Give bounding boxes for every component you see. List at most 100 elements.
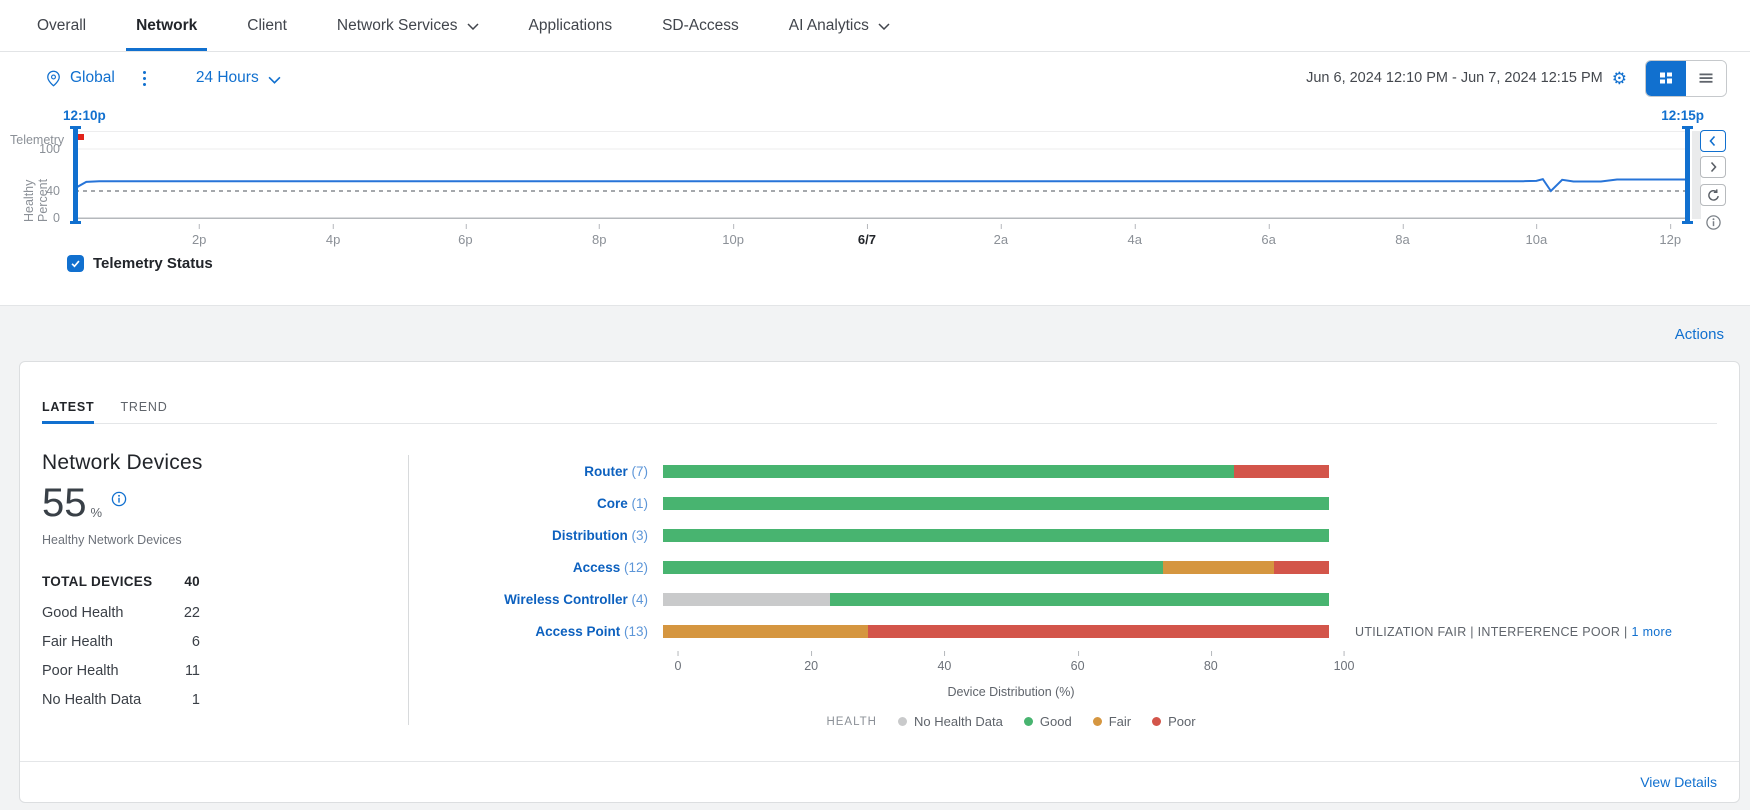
site-menu-kebab-icon[interactable] (137, 69, 152, 88)
percent-sign: % (90, 505, 103, 520)
tab-latest[interactable]: LATEST (42, 400, 95, 424)
tab-applications[interactable]: Applications (529, 0, 613, 51)
bar-row-access: Access (12) (449, 560, 1717, 575)
axis-tick: 20 (804, 651, 819, 673)
stat-label: TOTAL DEVICES (42, 574, 153, 589)
bar-segment-poor (1233, 465, 1329, 478)
timeline-x-tick: 6/7 (857, 224, 877, 247)
stat-label: No Health Data (42, 692, 142, 708)
legend-title: HEALTH (826, 715, 877, 728)
main-nav: Overall Network Client Network Services Appl… (0, 0, 1750, 52)
x-axis-label: Device Distribution (%) (947, 685, 1075, 699)
poor-event-marker (78, 134, 84, 140)
chevron-down-icon[interactable] (268, 76, 281, 84)
telemetry-timeline-chart: Telemetry Healthy Percent 100 40 0 12:10… (0, 104, 1750, 305)
bar-label-wireless-controller: Wireless Controller (4) (449, 592, 663, 607)
tab-client[interactable]: Client (247, 0, 287, 51)
device-type-link[interactable]: Access Point (535, 624, 621, 639)
time-slider-end[interactable] (1682, 126, 1693, 224)
refresh-button[interactable] (1700, 184, 1726, 206)
y-tick-40: 40 (46, 184, 60, 198)
bar-label-access-point: Access Point (13) (449, 624, 663, 639)
grid-view-toggle[interactable] (1646, 60, 1686, 96)
device-type-link[interactable]: Core (596, 496, 628, 511)
device-count: (3) (631, 528, 649, 543)
time-slider-start[interactable] (70, 126, 81, 224)
device-count: (4) (631, 592, 649, 607)
actions-menu[interactable]: Actions (1674, 326, 1724, 343)
stat-label: Good Health (42, 605, 124, 621)
timeline-x-axis: 2p 4p 6p 8p 10p 6/7 2a 4a 6a 8a 10a 12p (75, 224, 1688, 247)
stacked-bar-core[interactable] (663, 497, 1329, 510)
card-footer: View Details (20, 761, 1739, 802)
view-details-link[interactable]: View Details (1640, 774, 1717, 790)
device-type-link[interactable]: Distribution (551, 528, 628, 543)
more-issues-link[interactable]: 1 more (1631, 624, 1673, 639)
tab-trend[interactable]: TREND (120, 400, 168, 414)
tab-network[interactable]: Network (126, 0, 208, 51)
pan-left-button[interactable] (1700, 130, 1726, 152)
axis-tick: 100 (1333, 651, 1355, 673)
legend-item-fair: Fair (1092, 714, 1132, 729)
network-devices-card: LATEST TREND Network Devices 55 % Healthy… (19, 361, 1740, 803)
health-info-icon[interactable] (111, 491, 127, 512)
device-type-link[interactable]: Router (584, 464, 628, 479)
bar-label-access: Access (12) (449, 560, 663, 575)
health-legend: HEALTH No Health Data Good Fair Poor (678, 714, 1344, 729)
telemetry-line-chart (75, 131, 1688, 219)
tab-sd-access[interactable]: SD-Access (662, 0, 739, 51)
stacked-bar-access[interactable] (663, 561, 1329, 574)
device-count: (1) (631, 496, 649, 511)
card-title: Network Devices (42, 451, 203, 474)
stacked-bar-wireless-controller[interactable] (663, 593, 1329, 606)
stacked-bar-distribution[interactable] (663, 529, 1329, 542)
stacked-bar-access-point[interactable] (663, 625, 1329, 638)
site-selector[interactable]: Global (70, 69, 115, 86)
health-percent-value: 55 (42, 481, 87, 525)
date-range: Jun 6, 2024 12:10 PM - Jun 7, 2024 12:15… (1306, 70, 1603, 86)
timeline-plot-area: 12:10p 12:15p (63, 108, 1704, 224)
slider-start-time: 12:10p (63, 108, 106, 123)
device-type-link[interactable]: Wireless Controller (504, 592, 628, 607)
legend-label: No Health Data (913, 714, 1003, 729)
timeline-x-tick: 8a (1395, 224, 1410, 247)
list-view-toggle[interactable] (1686, 60, 1726, 96)
bar-label-core: Core (1) (449, 496, 663, 511)
stat-value: 6 (191, 634, 200, 650)
dashboard-section: Actions LATEST TREND Network Devices 55 %… (0, 305, 1750, 810)
health-caption: Healthy Network Devices (42, 533, 182, 547)
info-icon[interactable] (1705, 214, 1722, 236)
bar-row-core: Core (1) (449, 496, 1717, 511)
y-tick-100: 100 (39, 142, 60, 156)
bar-row-wireless-controller: Wireless Controller (4) (449, 592, 1717, 607)
stat-row-no-health-data: No Health Data 1 (42, 692, 200, 708)
device-count: (7) (631, 464, 649, 479)
tab-network-services[interactable]: Network Services (337, 0, 479, 51)
stat-row-poor-health: Poor Health 11 (42, 663, 200, 679)
tab-ai-analytics[interactable]: AI Analytics (789, 0, 890, 51)
stacked-bar-router[interactable] (663, 465, 1329, 478)
legend-label: Fair (1108, 714, 1132, 729)
telemetry-status-checkbox[interactable] (67, 255, 84, 272)
stat-row-total-devices: TOTAL DEVICES 40 (42, 574, 200, 589)
tab-label: Network Services (336, 16, 458, 34)
pan-right-button[interactable] (1700, 156, 1726, 178)
grid-view-icon (1660, 72, 1672, 84)
timeline-x-tick: 12p (1659, 224, 1682, 247)
tab-label: SD-Access (662, 16, 739, 34)
axis-tick: 60 (1070, 651, 1085, 673)
tab-label: Overall (37, 16, 87, 34)
bar-segment-good (663, 529, 1329, 542)
time-range-selector[interactable]: 24 Hours (195, 69, 259, 86)
location-pin-icon (47, 70, 60, 87)
chevron-down-icon (878, 23, 890, 30)
bar-segment-poor (1273, 561, 1329, 574)
settings-gear-icon[interactable]: ⚙ (1611, 68, 1627, 88)
device-type-link[interactable]: Access (572, 560, 621, 575)
card-content: Network Devices 55 % Healthy Network Dev… (20, 451, 1739, 729)
timeline-x-tick: 10a (1525, 224, 1548, 247)
summary-column: Network Devices 55 % Healthy Network Dev… (42, 451, 372, 729)
tab-overall[interactable]: Overall (37, 0, 86, 51)
axis-tick: 40 (937, 651, 952, 673)
